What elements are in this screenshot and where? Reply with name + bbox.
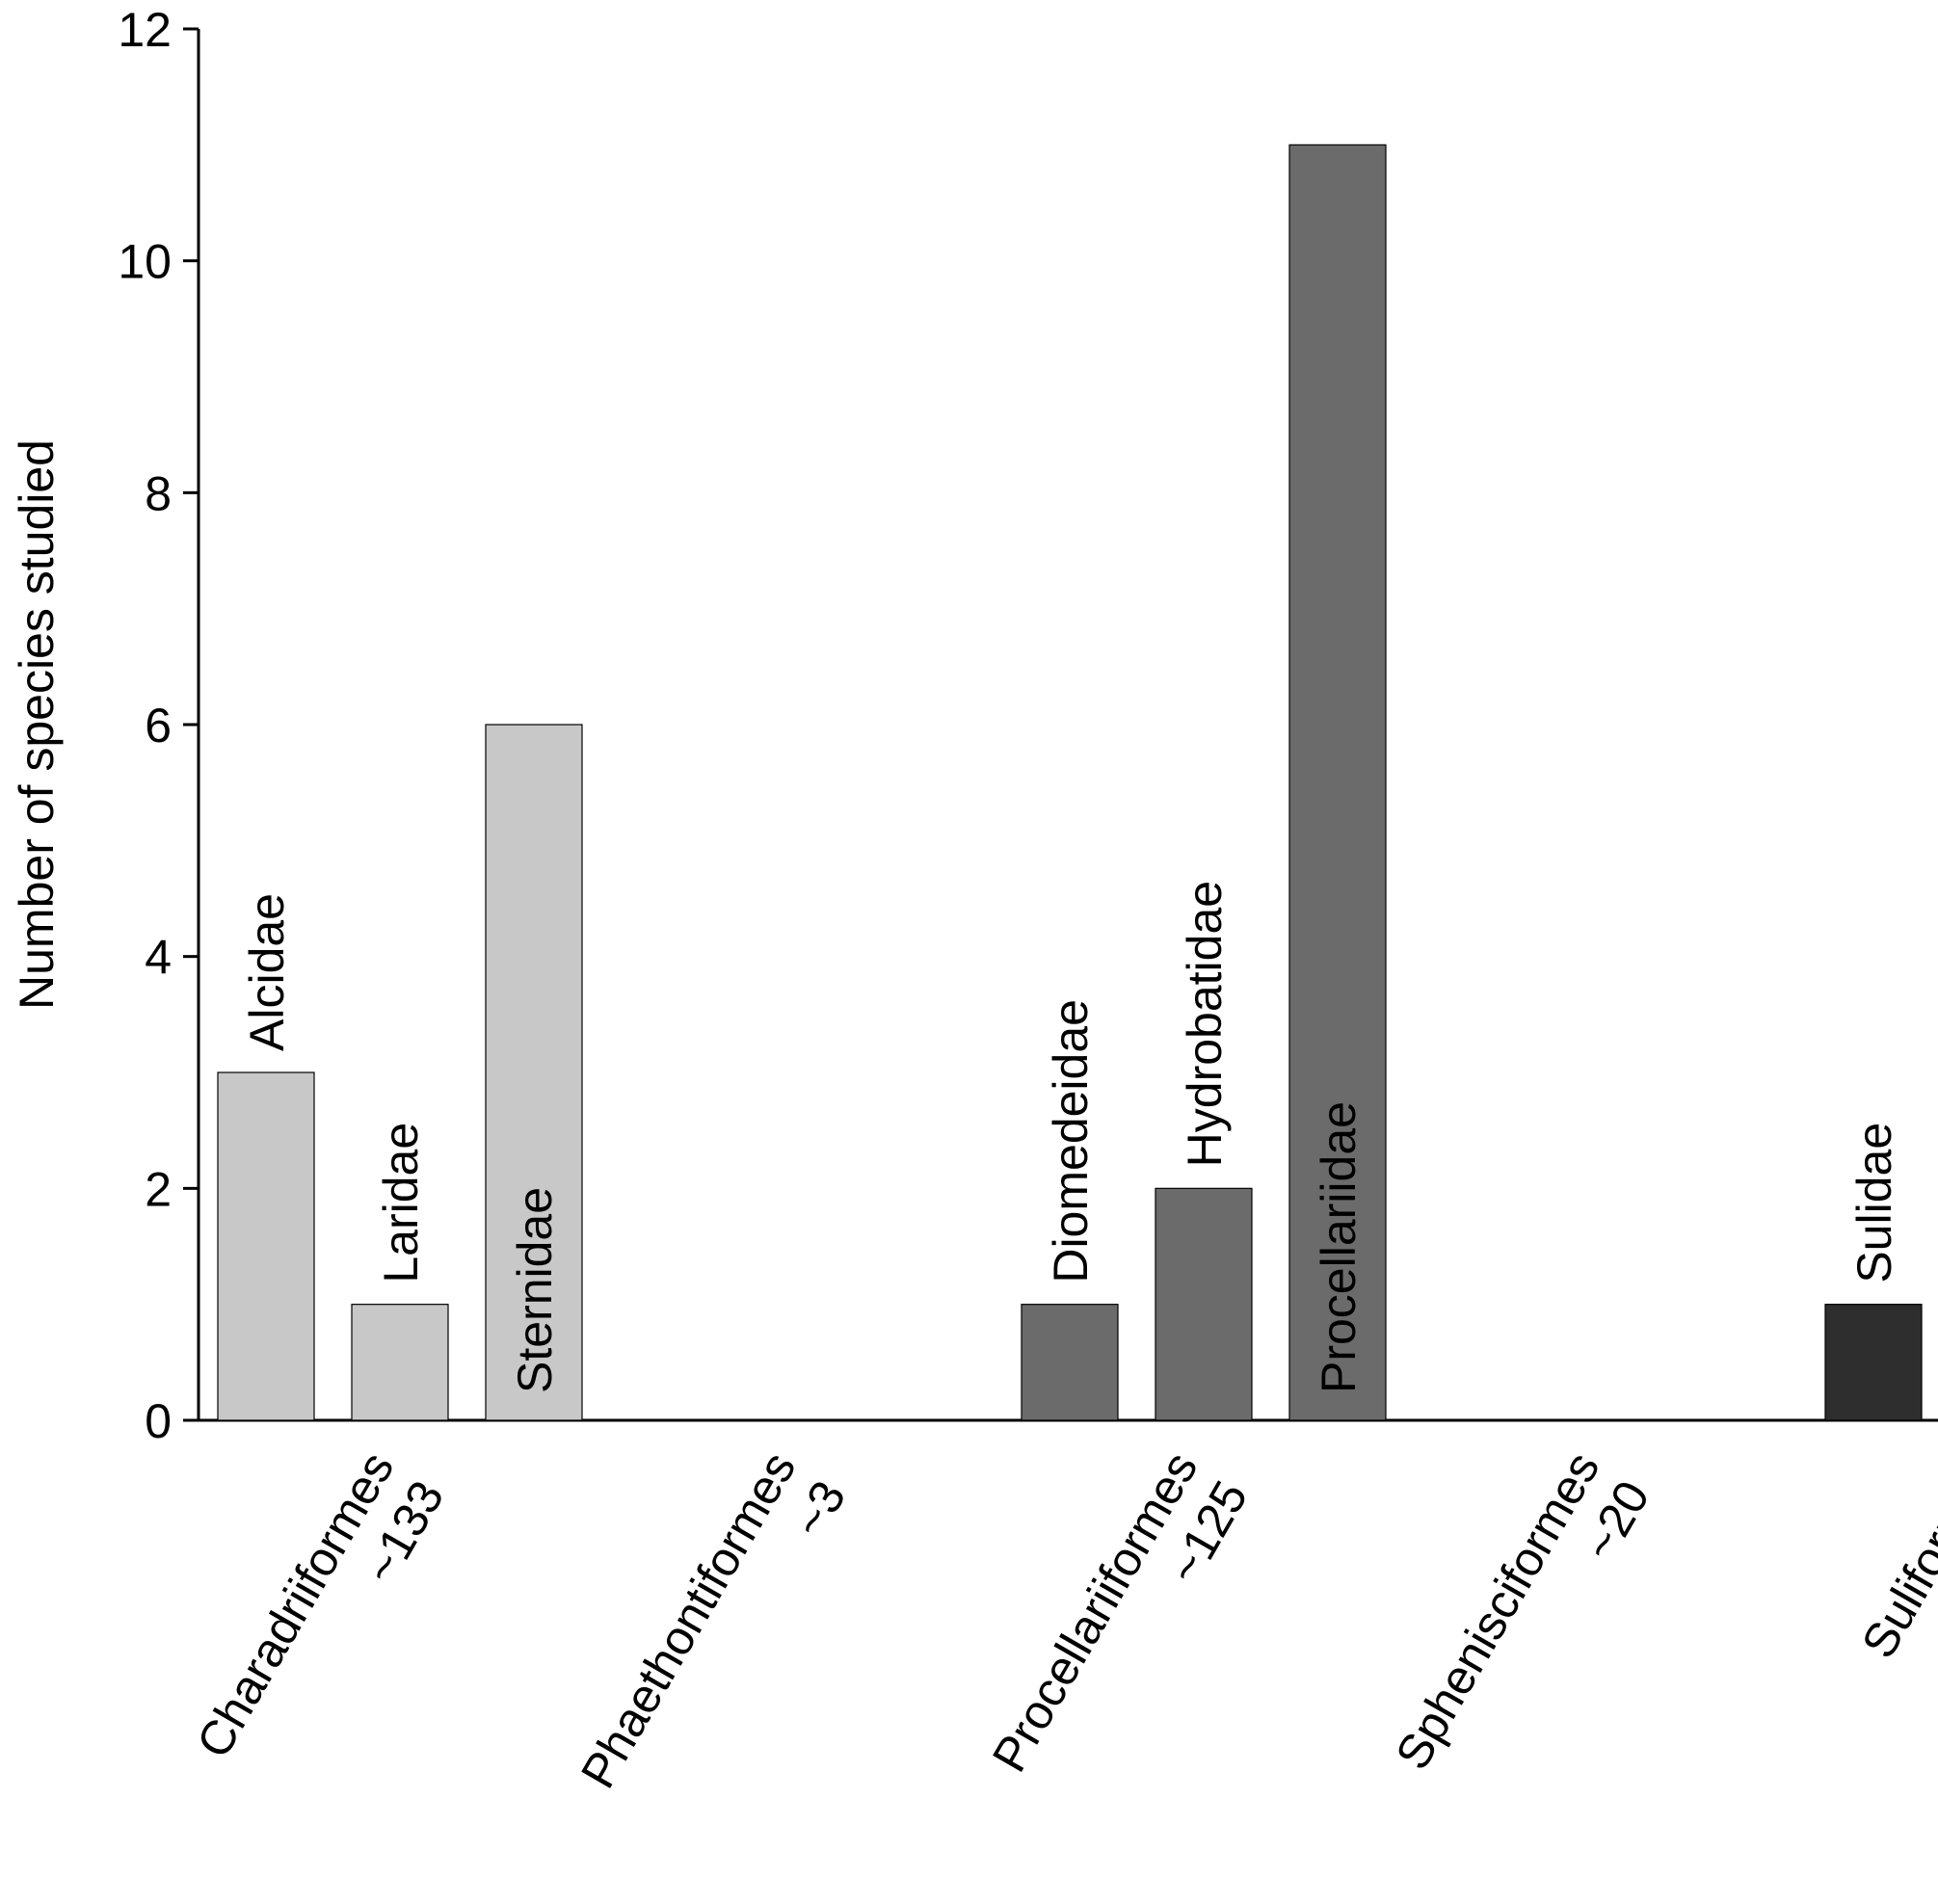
y-tick-label: 12 — [118, 3, 172, 57]
y-tick-label: 6 — [145, 699, 172, 753]
group-label-procellariiformes: Procellariiformes — [982, 1443, 1208, 1781]
group-label-phaethontiformes: Phaethontiformes — [571, 1443, 806, 1797]
bar-label-procellariidae: Procellariidae — [1312, 1101, 1366, 1393]
y-tick-label: 10 — [118, 235, 172, 289]
group-labels: Charadriiformes~133 Phaethontiformes~3 Pro… — [186, 1443, 1938, 1797]
bars — [217, 144, 1923, 1421]
y-tick-label: 0 — [145, 1394, 172, 1448]
y-tick-label: 2 — [145, 1162, 172, 1216]
group-label-charadriiformes: Charadriiformes — [186, 1443, 404, 1767]
group-label-sphenisciformes: Sphenisciformes — [1385, 1443, 1609, 1779]
bar-sternidae — [485, 724, 583, 1421]
bar-label-sternidae: Sternidae — [508, 1187, 562, 1393]
bar-label-hydrobatidae: Hydrobatidae — [1178, 881, 1232, 1167]
bar-label-diomedeidae: Diomedeidae — [1044, 999, 1098, 1283]
bar-labels: Alcidae Laridae Sternidae Diomedeidae Hydrob… — [240, 881, 1901, 1393]
bar-procellariidae — [1288, 144, 1387, 1421]
bar-label-sulidae: Sulidae — [1847, 1123, 1901, 1283]
bar-sulidae — [1824, 1304, 1923, 1421]
bar-alcidae — [217, 1071, 315, 1421]
y-tick-label: 8 — [145, 466, 172, 520]
bar-label-laridae: Laridae — [374, 1123, 428, 1283]
bar-label-alcidae: Alcidae — [240, 893, 294, 1051]
y-axis-title: Number of species studied — [10, 439, 64, 1010]
bar-diomedeidae — [1021, 1304, 1119, 1421]
group-label-suliformes: Suliformes — [1851, 1443, 1938, 1668]
y-tick-label: 4 — [145, 931, 172, 985]
y-ticks: 0 2 4 6 8 10 12 — [118, 3, 199, 1448]
bar-hydrobatidae — [1155, 1187, 1253, 1421]
bar-laridae — [351, 1304, 449, 1421]
